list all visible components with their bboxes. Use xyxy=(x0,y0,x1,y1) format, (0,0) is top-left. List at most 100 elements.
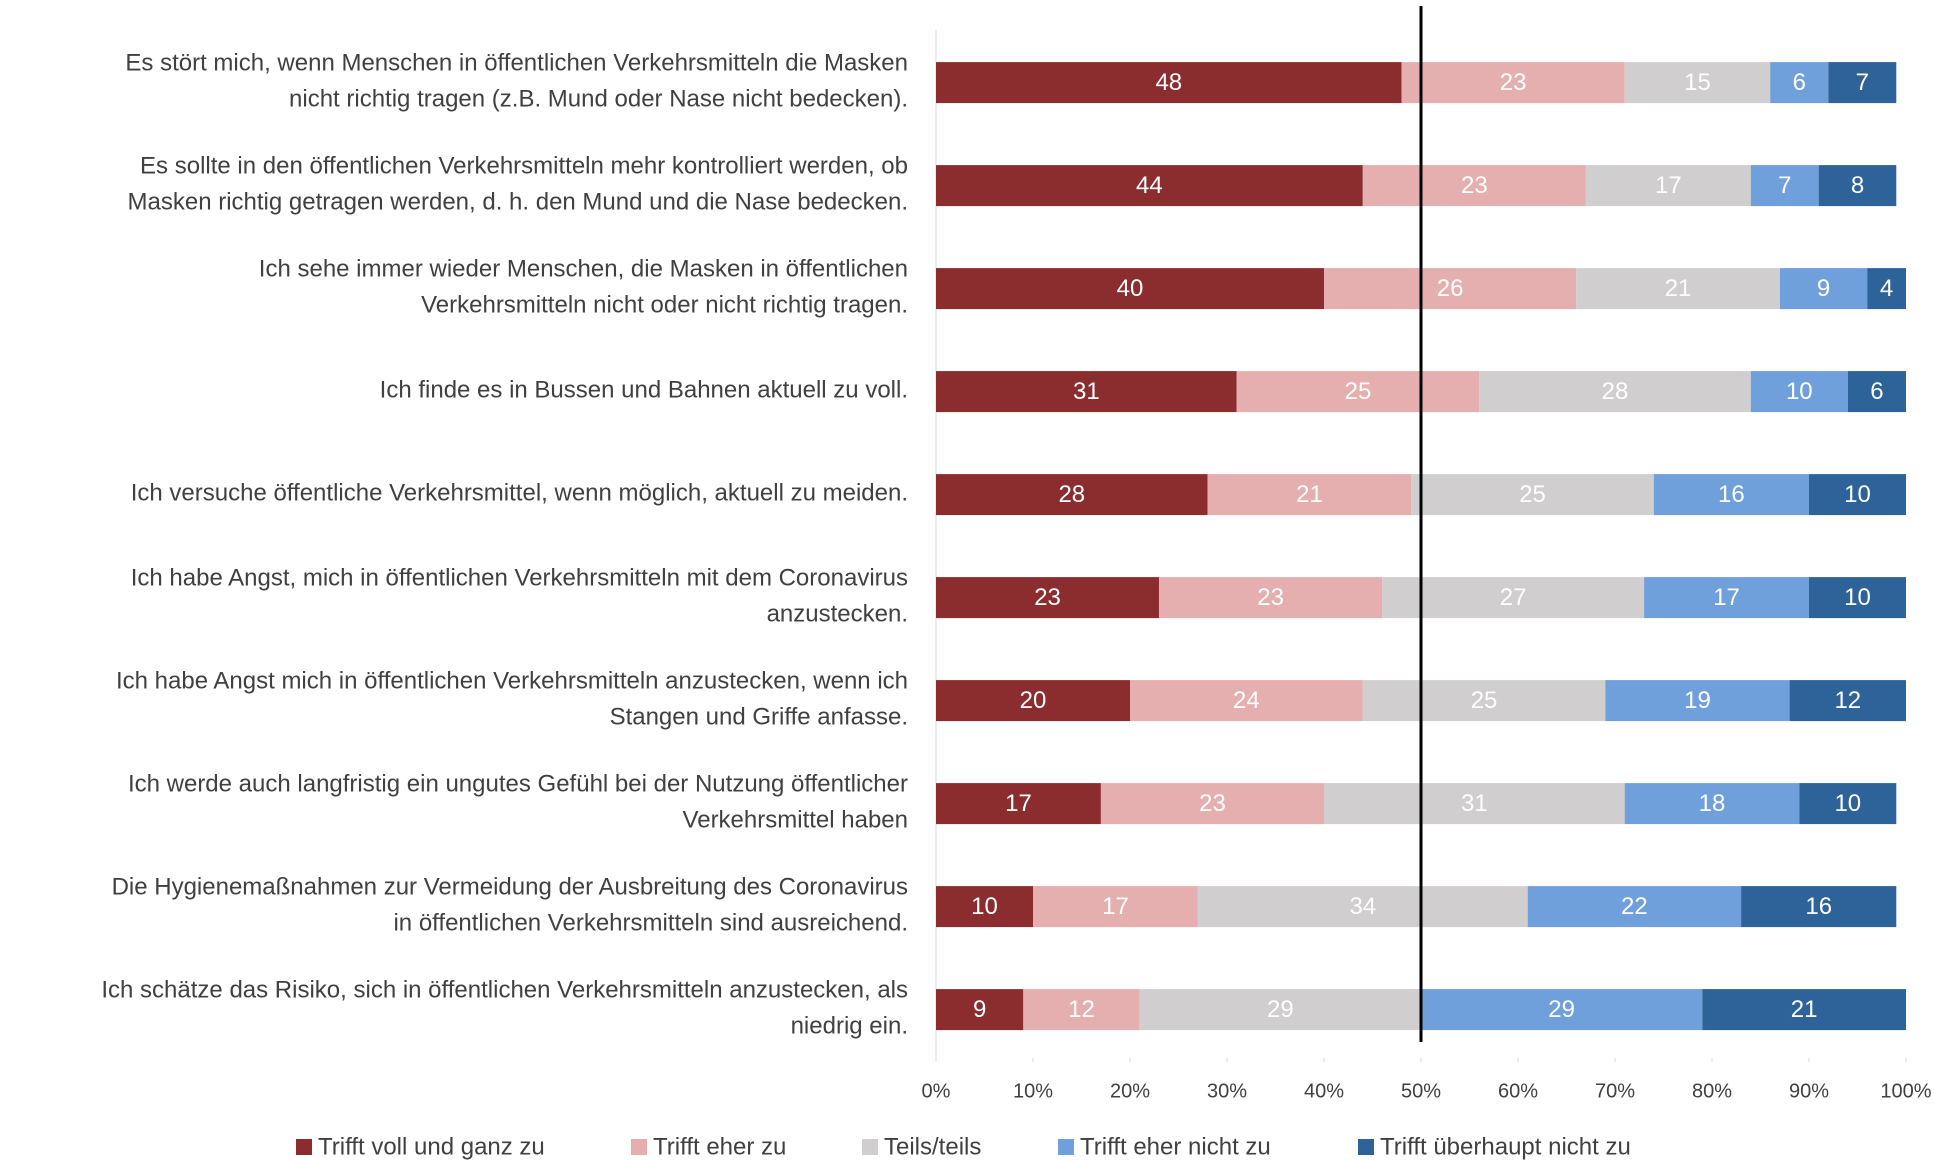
bar-segment xyxy=(1624,62,1771,104)
bar-segment xyxy=(1362,165,1586,207)
x-tick-label: 70% xyxy=(1595,1080,1635,1102)
bar-segment xyxy=(1100,783,1324,825)
value-label: 25 xyxy=(1519,481,1546,508)
value-label: 10 xyxy=(1786,378,1813,405)
bar-segment xyxy=(1847,371,1906,413)
value-label: 48 xyxy=(1155,69,1182,96)
value-label: 17 xyxy=(1102,893,1129,920)
bar-segment xyxy=(1867,268,1906,310)
value-label: 7 xyxy=(1778,172,1791,199)
bar-segment xyxy=(936,783,1101,825)
bar-segment xyxy=(1809,474,1906,516)
value-label: 28 xyxy=(1602,378,1629,405)
category-label: Es stört mich, wenn Menschen in öffentli… xyxy=(125,50,908,113)
bar-segment xyxy=(1644,577,1809,619)
x-tick-label: 90% xyxy=(1789,1080,1829,1102)
value-label: 23 xyxy=(1034,584,1061,611)
value-label: 27 xyxy=(1500,584,1527,611)
value-label: 15 xyxy=(1684,69,1711,96)
category-label: Ich schätze das Risiko, sich in öffentli… xyxy=(101,977,908,1040)
value-label: 17 xyxy=(1005,790,1032,817)
legend-swatch xyxy=(1058,1139,1074,1155)
x-tick-label: 20% xyxy=(1110,1080,1150,1102)
category-label: Ich habe Angst mich in öffentlichen Verk… xyxy=(116,668,908,731)
bar-segment xyxy=(1382,577,1645,619)
x-tick-label: 60% xyxy=(1498,1080,1538,1102)
bar-segment xyxy=(1585,165,1751,207)
value-label: 22 xyxy=(1621,893,1648,920)
x-tick-label: 80% xyxy=(1692,1080,1732,1102)
bar-segment xyxy=(936,371,1237,413)
category-label: Ich werde auch langfristig ein ungutes G… xyxy=(128,771,908,834)
bar-segment xyxy=(936,989,1024,1031)
value-label: 12 xyxy=(1068,996,1095,1023)
value-label: 8 xyxy=(1851,172,1864,199)
bar-segment xyxy=(936,886,1033,928)
bar-segment xyxy=(1818,165,1897,207)
bar-segment xyxy=(1479,371,1751,413)
x-tick-label: 100% xyxy=(1880,1080,1931,1102)
bar-segment xyxy=(936,165,1363,207)
value-label: 7 xyxy=(1856,69,1869,96)
value-label: 28 xyxy=(1058,481,1085,508)
category-label: Ich versuche öffentliche Verkehrsmittel,… xyxy=(131,480,908,507)
value-label: 6 xyxy=(1870,378,1883,405)
bar-segment xyxy=(936,577,1160,619)
value-label: 29 xyxy=(1548,996,1575,1023)
value-label: 20 xyxy=(1020,687,1047,714)
bar-segment xyxy=(1401,62,1625,104)
legend-label: Trifft eher zu xyxy=(653,1133,786,1160)
category-label: Ich habe Angst, mich in öffentlichen Ver… xyxy=(131,565,908,628)
value-label: 10 xyxy=(1834,790,1861,817)
legend-label: Trifft voll und ganz zu xyxy=(318,1133,545,1160)
value-label: 25 xyxy=(1471,687,1498,714)
bar-segment xyxy=(1130,680,1363,722)
bar-segment xyxy=(936,62,1402,104)
value-label: 6 xyxy=(1793,69,1806,96)
bar-segment xyxy=(936,680,1130,722)
bar-segment xyxy=(1702,989,1906,1031)
category-label: Ich finde es in Bussen und Bahnen aktuel… xyxy=(380,377,908,404)
legend-label: Trifft überhaupt nicht zu xyxy=(1380,1133,1631,1160)
value-label: 34 xyxy=(1349,893,1376,920)
value-label: 9 xyxy=(1817,275,1830,302)
bar-segment xyxy=(1139,989,1421,1031)
value-label: 23 xyxy=(1461,172,1488,199)
bar-segment xyxy=(1159,577,1383,619)
value-label: 25 xyxy=(1345,378,1372,405)
category-label: Ich sehe immer wieder Menschen, die Mask… xyxy=(259,256,908,319)
value-label: 16 xyxy=(1718,481,1745,508)
bar-segment xyxy=(1411,474,1654,516)
value-label: 40 xyxy=(1117,275,1144,302)
bar-segment xyxy=(1324,268,1577,310)
bar-segment xyxy=(1741,886,1897,928)
bar-segment xyxy=(1605,680,1790,722)
value-label: 21 xyxy=(1791,996,1818,1023)
bar-segment xyxy=(1197,886,1528,928)
value-label: 26 xyxy=(1437,275,1464,302)
value-label: 18 xyxy=(1699,790,1726,817)
bar-segment xyxy=(936,268,1324,310)
value-label: 17 xyxy=(1713,584,1740,611)
bar-segment xyxy=(1750,371,1848,413)
legend-swatch xyxy=(631,1139,647,1155)
value-label: 12 xyxy=(1834,687,1861,714)
bar-segment xyxy=(1527,886,1742,928)
legend-swatch xyxy=(1358,1139,1374,1155)
x-tick-label: 0% xyxy=(922,1080,951,1102)
value-label: 24 xyxy=(1233,687,1260,714)
bar-segment xyxy=(1653,474,1809,516)
legend-swatch xyxy=(862,1139,878,1155)
bar-segment xyxy=(1023,989,1140,1031)
value-label: 23 xyxy=(1199,790,1226,817)
x-tick-label: 30% xyxy=(1207,1080,1247,1102)
bar-segment xyxy=(1770,62,1829,104)
legend-label: Teils/teils xyxy=(884,1133,981,1160)
bar-segment xyxy=(1779,268,1868,310)
bar-segment xyxy=(1207,474,1412,516)
bar-segment xyxy=(1421,989,1703,1031)
value-label: 29 xyxy=(1267,996,1294,1023)
x-tick-label: 10% xyxy=(1013,1080,1053,1102)
category-label: Die Hygienemaßnahmen zur Vermeidung der … xyxy=(112,874,908,937)
